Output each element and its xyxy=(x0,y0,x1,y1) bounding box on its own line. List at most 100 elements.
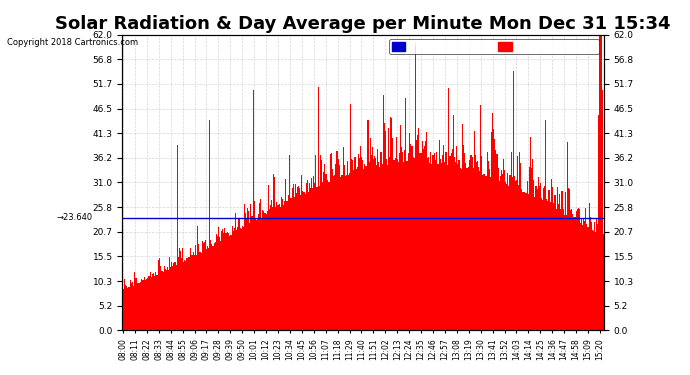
Bar xyxy=(582,225,583,330)
Bar xyxy=(253,90,254,330)
Bar xyxy=(537,189,538,330)
Bar xyxy=(161,271,163,330)
Bar xyxy=(231,235,232,330)
Bar xyxy=(530,137,531,330)
Bar xyxy=(464,153,465,330)
Bar xyxy=(526,181,528,330)
Bar xyxy=(194,255,195,330)
Bar xyxy=(326,174,327,330)
Bar xyxy=(480,105,481,330)
Bar xyxy=(506,184,507,330)
Bar xyxy=(428,157,429,330)
Bar xyxy=(579,209,580,330)
Bar xyxy=(182,248,183,330)
Bar xyxy=(164,266,165,330)
Bar xyxy=(532,159,533,330)
Bar xyxy=(496,154,497,330)
Bar xyxy=(298,186,299,330)
Bar xyxy=(541,198,542,330)
Bar xyxy=(577,209,578,330)
Bar xyxy=(188,257,190,330)
Bar xyxy=(322,182,323,330)
Bar xyxy=(458,160,460,330)
Bar xyxy=(166,270,167,330)
Bar xyxy=(333,176,334,330)
Bar xyxy=(204,242,205,330)
Bar xyxy=(258,214,259,330)
Bar xyxy=(364,164,365,330)
Bar xyxy=(207,246,208,330)
Bar xyxy=(288,195,289,330)
Bar xyxy=(378,162,380,330)
Bar xyxy=(158,260,159,330)
Bar xyxy=(427,158,428,330)
Bar xyxy=(482,175,484,330)
Bar xyxy=(384,123,385,330)
Bar xyxy=(361,157,362,330)
Bar xyxy=(436,152,437,330)
Bar xyxy=(297,187,298,330)
Bar xyxy=(317,87,319,330)
Bar xyxy=(357,154,359,330)
Bar xyxy=(595,232,596,330)
Bar xyxy=(589,203,590,330)
Bar xyxy=(215,242,216,330)
Bar xyxy=(359,158,360,330)
Bar xyxy=(529,167,530,330)
Bar xyxy=(170,267,171,330)
Bar xyxy=(418,128,420,330)
Bar xyxy=(368,162,370,330)
Bar xyxy=(283,205,284,330)
Bar xyxy=(328,182,330,330)
Bar xyxy=(277,205,279,330)
Bar xyxy=(293,184,294,330)
Bar xyxy=(128,287,129,330)
Bar xyxy=(233,231,234,330)
Bar xyxy=(495,150,496,330)
Bar xyxy=(279,207,281,330)
Bar xyxy=(143,280,144,330)
Bar xyxy=(386,159,387,330)
Bar xyxy=(594,222,595,330)
Bar xyxy=(245,213,246,330)
Bar xyxy=(524,194,526,330)
Bar xyxy=(416,140,417,330)
Bar xyxy=(414,158,415,330)
Bar xyxy=(462,124,463,330)
Bar xyxy=(412,146,413,330)
Bar xyxy=(167,267,168,330)
Bar xyxy=(431,164,433,330)
Bar xyxy=(307,180,308,330)
Bar xyxy=(284,201,285,330)
Bar xyxy=(122,288,124,330)
Bar xyxy=(393,160,395,330)
Bar xyxy=(251,216,253,330)
Bar xyxy=(216,234,217,330)
Bar xyxy=(476,162,477,330)
Bar xyxy=(466,168,467,330)
Bar xyxy=(568,188,569,330)
Bar xyxy=(486,152,488,330)
Bar xyxy=(235,213,236,330)
Bar xyxy=(551,179,552,330)
Bar xyxy=(534,197,535,330)
Bar xyxy=(274,177,275,330)
Bar xyxy=(344,165,345,330)
Bar xyxy=(226,232,228,330)
Bar xyxy=(130,280,131,330)
Bar xyxy=(446,165,448,330)
Bar xyxy=(443,145,444,330)
Bar xyxy=(299,188,300,330)
Bar xyxy=(159,258,160,330)
Bar xyxy=(509,176,511,330)
Bar xyxy=(255,218,256,330)
Bar xyxy=(399,153,400,330)
Bar xyxy=(146,279,148,330)
Bar xyxy=(262,210,264,330)
Bar xyxy=(331,153,332,330)
Bar xyxy=(247,207,248,330)
Bar xyxy=(230,235,231,330)
Bar xyxy=(177,145,178,330)
Bar xyxy=(455,162,456,330)
Bar xyxy=(404,150,406,330)
